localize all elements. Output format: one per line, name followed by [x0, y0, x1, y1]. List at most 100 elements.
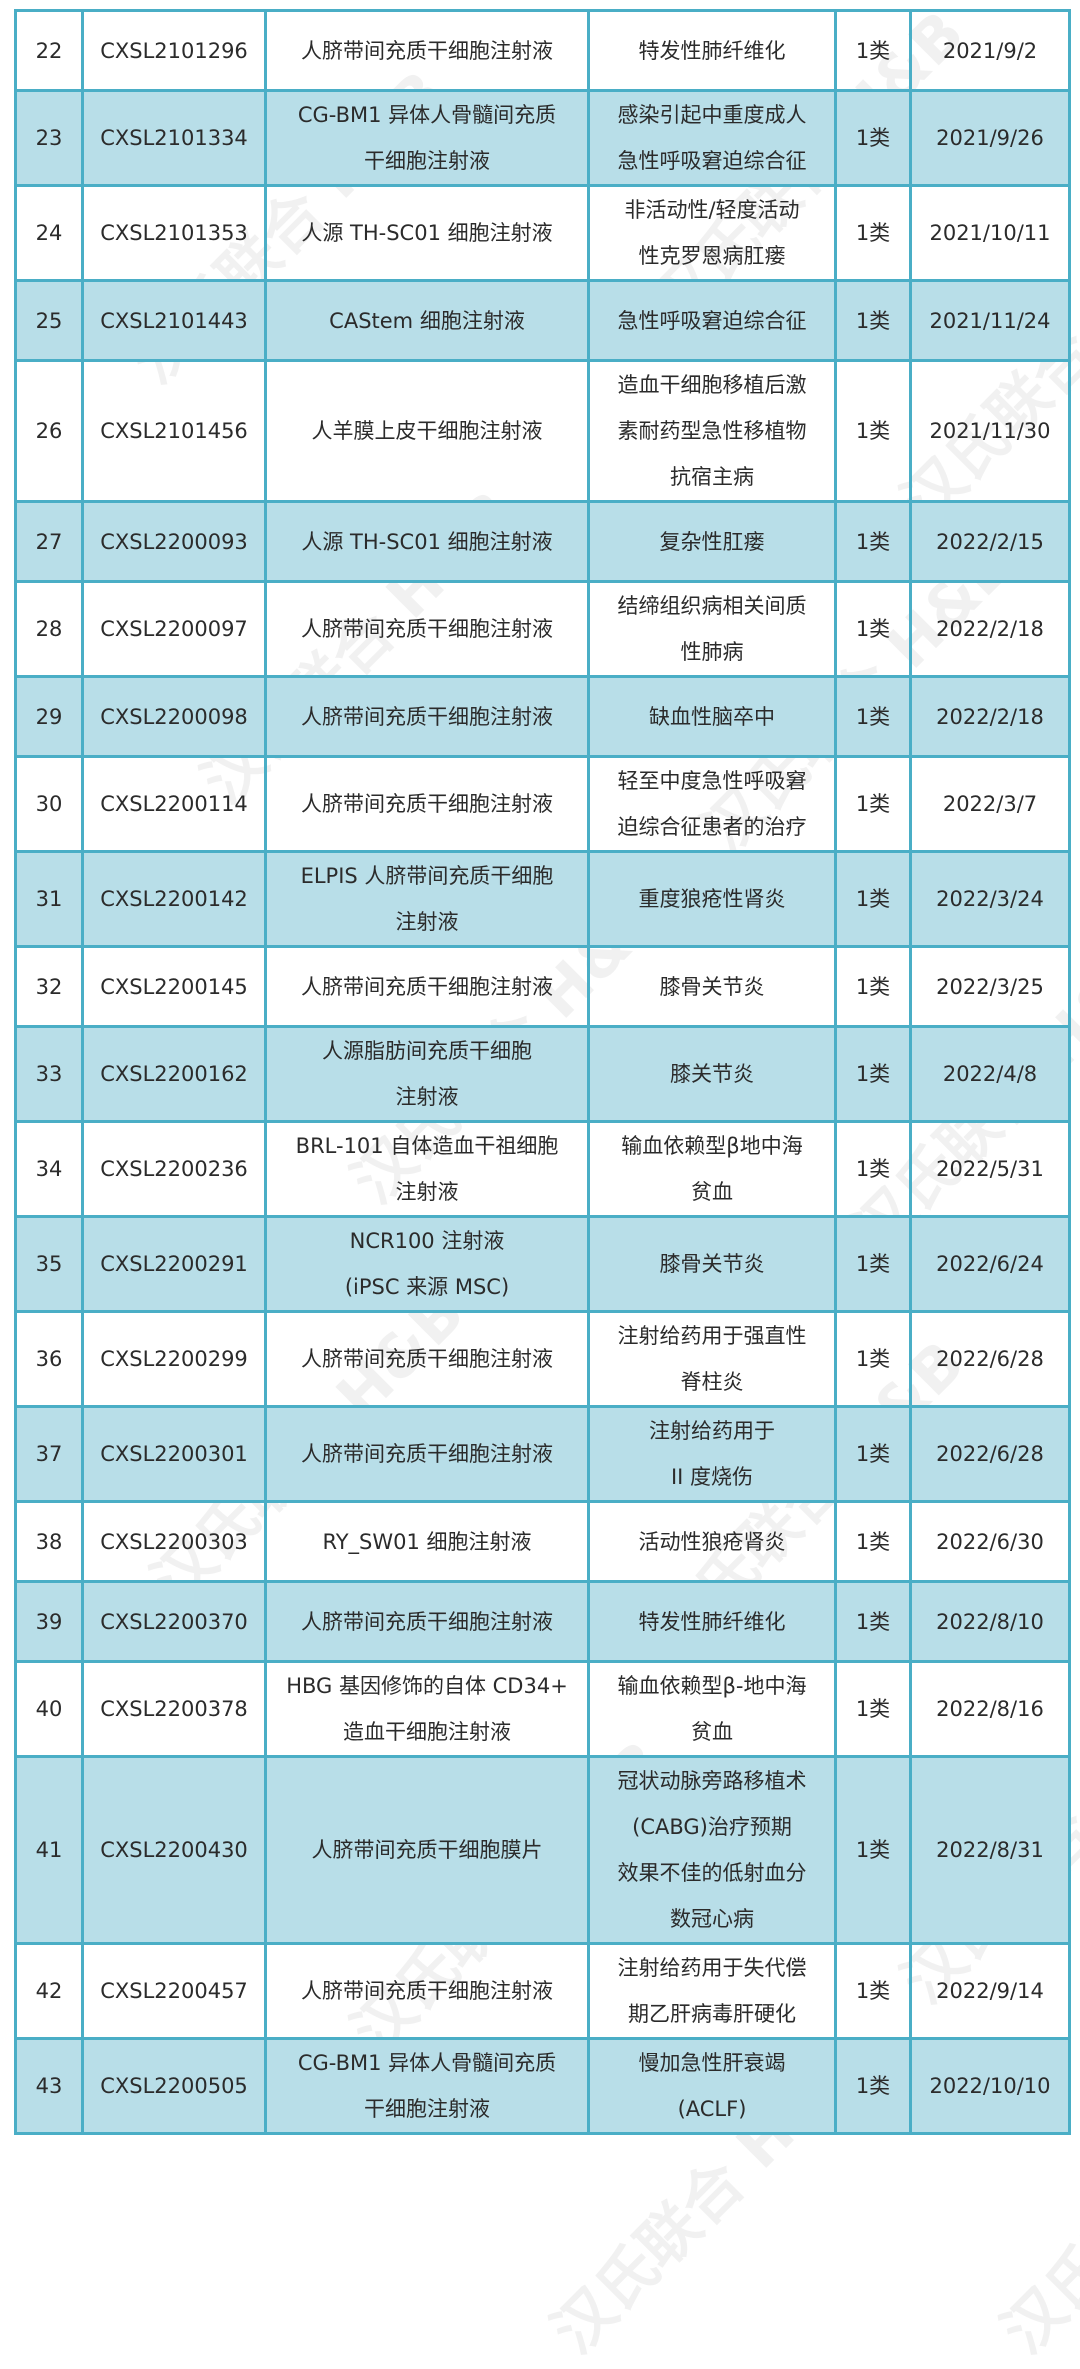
- row-number-cell: 43: [14, 2037, 84, 2135]
- drug-name-line: 人脐带间充质干细胞注射液: [301, 1442, 553, 1466]
- indication-line: II 度烧伤: [670, 1465, 754, 1489]
- drug-name-cell: HBG 基因修饰的自体 CD34+ 造血干细胞注射液: [264, 1660, 590, 1758]
- drug-name-cell: 人源脂肪间充质干细胞 注射液: [264, 1025, 590, 1123]
- acceptance-number-cell: CXSL2200299: [81, 1310, 267, 1408]
- row-number-cell: 31: [14, 850, 84, 948]
- drug-name-cell: BRL-101 自体造血干祖细胞 注射液: [264, 1120, 590, 1218]
- row-number-cell: 35: [14, 1215, 84, 1313]
- date-cell: 2021/9/2: [909, 9, 1071, 92]
- indication-line: 膝关节炎: [670, 1062, 754, 1086]
- row-number-cell: 27: [14, 500, 84, 583]
- indication-cell: 复杂性肛瘘: [587, 500, 837, 583]
- drug-name-line: 人脐带间充质干细胞注射液: [301, 792, 553, 816]
- indication-line: 慢加急性肝衰竭: [638, 2051, 786, 2075]
- category-cell: 1类: [834, 945, 912, 1028]
- acceptance-number-cell: CXSL2101296: [81, 9, 267, 92]
- indication-line: 素耐药型急性移植物: [617, 419, 807, 443]
- drug-name-line: 人源脂肪间充质干细胞: [322, 1039, 532, 1063]
- indication-line: 注射给药用于强直性: [617, 1324, 807, 1348]
- table-row: 31 CXSL2200142 ELPIS 人脐带间充质干细胞 注射液 重度狼疮性肾炎 1类…: [14, 850, 1071, 948]
- drug-name-line: (iPSC 来源 MSC): [344, 1275, 510, 1299]
- indication-line: 抗宿主病: [670, 465, 754, 489]
- drug-name-line: 人脐带间充质干细胞注射液: [301, 1347, 553, 1371]
- table-row: 27 CXSL2200093 人源 TH-SC01 细胞注射液 复杂性肛瘘 1类 2022…: [14, 500, 1071, 583]
- date-cell: 2022/2/15: [909, 500, 1071, 583]
- table-row: 28 CXSL2200097 人脐带间充质干细胞注射液 结缔组织病相关间质 性肺病 1类 2…: [14, 580, 1071, 678]
- indication-cell: 缺血性脑卒中: [587, 675, 837, 758]
- drug-name-cell: ELPIS 人脐带间充质干细胞 注射液: [264, 850, 590, 948]
- date-cell: 2021/11/30: [909, 359, 1071, 503]
- indication-cell: 输血依赖型β-地中海 贫血: [587, 1660, 837, 1758]
- drug-name-line: 注射液: [395, 1180, 459, 1204]
- drug-name-line: 造血干细胞注射液: [343, 1720, 511, 1744]
- indication-line: 活动性狼疮肾炎: [638, 1529, 786, 1554]
- indication-line: 急性呼吸窘迫综合征: [617, 308, 807, 333]
- drug-name-cell: CG-BM1 异体人骨髓间充质 干细胞注射液: [264, 2037, 590, 2135]
- drug-name-line: 人脐带间充质干细胞注射液: [301, 617, 553, 641]
- date-cell: 2022/3/7: [909, 755, 1071, 853]
- row-number-cell: 40: [14, 1660, 84, 1758]
- drug-name-cell: 人脐带间充质干细胞注射液: [264, 1942, 590, 2040]
- category-cell: 1类: [834, 1580, 912, 1663]
- drug-name-line: ELPIS 人脐带间充质干细胞: [300, 864, 554, 888]
- table-row: 33 CXSL2200162 人源脂肪间充质干细胞 注射液 膝关节炎 1类 2022/4/8: [14, 1025, 1071, 1123]
- table-row: 38 CXSL2200303 RY_SW01 细胞注射液 活动性狼疮肾炎 1类 2022/…: [14, 1500, 1071, 1583]
- indication-cell: 膝关节炎: [587, 1025, 837, 1123]
- acceptance-number-cell: CXSL2200093: [81, 500, 267, 583]
- acceptance-number-cell: CXSL2200098: [81, 675, 267, 758]
- table-row: 29 CXSL2200098 人脐带间充质干细胞注射液 缺血性脑卒中 1类 2022/2/…: [14, 675, 1071, 758]
- table-row: 36 CXSL2200299 人脐带间充质干细胞注射液 注射给药用于强直性 脊柱炎 1类 2…: [14, 1310, 1071, 1408]
- indication-cell: 慢加急性肝衰竭 (ACLF): [587, 2037, 837, 2135]
- category-cell: 1类: [834, 1500, 912, 1583]
- acceptance-number-cell: CXSL2200142: [81, 850, 267, 948]
- table-row: 43 CXSL2200505 CG-BM1 异体人骨髓间充质 干细胞注射液 慢加急性肝衰…: [14, 2037, 1071, 2135]
- table-row: 22 CXSL2101296 人脐带间充质干细胞注射液 特发性肺纤维化 1类 2021/9…: [14, 9, 1071, 92]
- category-cell: 1类: [834, 359, 912, 503]
- indication-cell: 造血干细胞移植后激 素耐药型急性移植物 抗宿主病: [587, 359, 837, 503]
- indication-cell: 急性呼吸窘迫综合征: [587, 279, 837, 362]
- row-number-cell: 42: [14, 1942, 84, 2040]
- date-cell: 2021/11/24: [909, 279, 1071, 362]
- indication-line: 冠状动脉旁路移植术: [617, 1769, 807, 1793]
- row-number-cell: 32: [14, 945, 84, 1028]
- indication-cell: 膝骨关节炎: [587, 945, 837, 1028]
- indication-line: 脊柱炎: [680, 1370, 744, 1394]
- drug-name-line: 人脐带间充质干细胞膜片: [311, 1838, 543, 1862]
- drug-name-line: CG-BM1 异体人骨髓间充质: [297, 103, 557, 127]
- indication-line: (CABG)治疗预期: [632, 1815, 792, 1839]
- date-cell: 2022/6/28: [909, 1310, 1071, 1408]
- category-cell: 1类: [834, 1215, 912, 1313]
- indication-line: 重度狼疮性肾炎: [638, 887, 786, 911]
- indication-line: 造血干细胞移植后激: [617, 373, 807, 397]
- indication-cell: 膝骨关节炎: [587, 1215, 837, 1313]
- drug-name-line: HBG 基因修饰的自体 CD34+: [286, 1674, 568, 1698]
- registration-table: 22 CXSL2101296 人脐带间充质干细胞注射液 特发性肺纤维化 1类 2021/9…: [14, 9, 1071, 2135]
- row-number-cell: 22: [14, 9, 84, 92]
- drug-name-cell: CAStem 细胞注射液: [264, 279, 590, 362]
- drug-name-line: 人源 TH-SC01 细胞注射液: [301, 221, 553, 245]
- date-cell: 2022/8/16: [909, 1660, 1071, 1758]
- drug-name-cell: 人羊膜上皮干细胞注射液: [264, 359, 590, 503]
- indication-cell: 注射给药用于失代偿 期乙肝病毒肝硬化: [587, 1942, 837, 2040]
- drug-name-cell: NCR100 注射液 (iPSC 来源 MSC): [264, 1215, 590, 1313]
- indication-line: 特发性肺纤维化: [638, 1609, 786, 1634]
- drug-name-line: 干细胞注射液: [364, 2097, 490, 2121]
- date-cell: 2022/9/14: [909, 1942, 1071, 2040]
- date-cell: 2022/6/24: [909, 1215, 1071, 1313]
- table-row: 37 CXSL2200301 人脐带间充质干细胞注射液 注射给药用于 II 度烧伤 1类 2…: [14, 1405, 1071, 1503]
- acceptance-number-cell: CXSL2101443: [81, 279, 267, 362]
- drug-name-cell: RY_SW01 细胞注射液: [264, 1500, 590, 1583]
- indication-line: 性克罗恩病肛瘘: [638, 244, 786, 268]
- date-cell: 2022/5/31: [909, 1120, 1071, 1218]
- acceptance-number-cell: CXSL2200162: [81, 1025, 267, 1123]
- date-cell: 2022/3/24: [909, 850, 1071, 948]
- row-number-cell: 36: [14, 1310, 84, 1408]
- category-cell: 1类: [834, 1405, 912, 1503]
- indication-line: 迫综合征患者的治疗: [617, 815, 807, 839]
- indication-line: 膝骨关节炎: [659, 1252, 765, 1276]
- drug-name-line: 人脐带间充质干细胞注射液: [301, 1609, 553, 1634]
- table-row: 26 CXSL2101456 人羊膜上皮干细胞注射液 造血干细胞移植后激 素耐药型急性移…: [14, 359, 1071, 503]
- row-number-cell: 33: [14, 1025, 84, 1123]
- indication-line: 注射给药用于: [649, 1419, 775, 1443]
- table-row: 39 CXSL2200370 人脐带间充质干细胞注射液 特发性肺纤维化 1类 2022/8…: [14, 1580, 1071, 1663]
